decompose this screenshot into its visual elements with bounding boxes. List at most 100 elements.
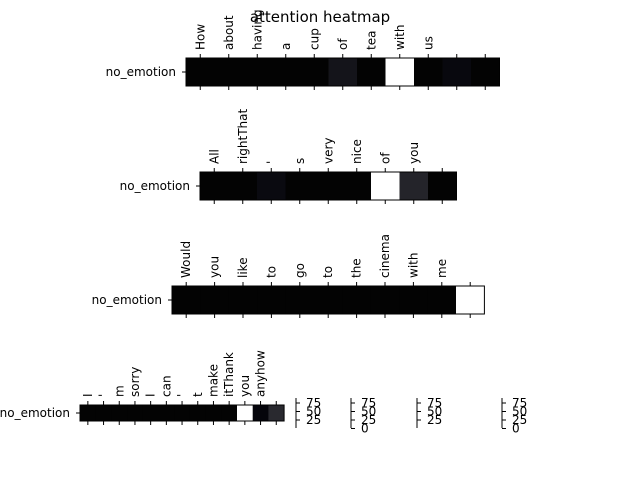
heatmap-cell <box>357 58 386 86</box>
heatmap-cell <box>371 172 400 200</box>
chart-title: attention heatmap <box>250 8 390 26</box>
heatmap-cell <box>399 286 428 314</box>
token-label: m <box>112 385 126 397</box>
heatmap-cell <box>95 405 112 421</box>
heatmap-panel-2: no_emotion All rightThat ' s very nice of you <box>120 109 457 204</box>
heatmap-cell <box>172 286 201 314</box>
heatmap-cell <box>342 172 372 200</box>
heatmap-cell <box>442 58 472 86</box>
colorbar-tick-label: 25 <box>306 413 321 427</box>
token-label: you <box>208 256 222 278</box>
heatmap-cell <box>314 286 343 314</box>
heatmap-cell <box>174 405 191 421</box>
token-label: rightThat <box>236 109 250 164</box>
token-label: can <box>159 375 173 397</box>
token-label: a <box>279 43 293 50</box>
heatmap-cell <box>158 405 175 421</box>
heatmap-cell <box>271 58 301 86</box>
row-label: no_emotion <box>106 65 176 79</box>
token-label: make <box>206 364 220 397</box>
colorbar-tick-label: 0 <box>512 422 520 436</box>
token-label: us <box>421 36 435 50</box>
heatmap-cell <box>186 58 215 86</box>
colorbar-tick-label: 25 <box>361 413 376 427</box>
token-label: to <box>321 266 335 278</box>
colorbar-tick-label: 50 <box>512 405 527 419</box>
heatmap-cell <box>189 405 206 421</box>
token-label: like <box>236 257 250 278</box>
heatmap-cell <box>257 286 286 314</box>
colorbar-tick-label: 75 <box>512 396 527 410</box>
token-label: to <box>264 266 278 278</box>
row-label: no_emotion <box>120 179 190 193</box>
heatmap-cell <box>111 405 128 421</box>
token-label: with <box>406 253 420 278</box>
heatmap-panel-1: no_emotion How about having a cup of tea with us <box>106 9 500 90</box>
token-label: Would <box>179 241 193 278</box>
heatmap-cell <box>243 58 272 86</box>
heatmap-cell <box>268 405 285 421</box>
token-label: about <box>222 15 236 50</box>
heatmap-cell <box>142 405 159 421</box>
token-label: the <box>350 258 364 278</box>
heatmap-cell <box>200 172 229 200</box>
heatmap-panel-3: no_emotion Would you like to go to the cinema wit… <box>92 234 485 318</box>
colorbar-tick-label: 75 <box>361 396 376 410</box>
token-label: sorry <box>128 367 142 397</box>
colorbar-tick-label: 25 <box>427 413 442 427</box>
heatmap-cell <box>428 172 457 200</box>
token-label: ' <box>264 161 278 164</box>
token-label: anyhow <box>254 350 268 397</box>
token-label: you <box>238 375 252 397</box>
heatmap-cell <box>214 58 244 86</box>
heatmap-cell <box>328 58 358 86</box>
heatmap-cell <box>228 172 258 200</box>
colorbar-tick-label: 25 <box>512 413 527 427</box>
heatmap-cell <box>252 405 269 421</box>
row-label: no_emotion <box>92 293 162 307</box>
token-label: having <box>250 9 264 50</box>
token-label: me <box>435 259 449 278</box>
colorbar-tick-label: 50 <box>361 405 376 419</box>
token-label: of <box>336 38 350 50</box>
heatmap-cell <box>414 58 443 86</box>
token-label: cinema <box>378 234 392 278</box>
heatmap-cell <box>427 286 457 314</box>
heatmap-cell <box>285 172 315 200</box>
token-label: itThank <box>222 352 236 397</box>
heatmap-cell <box>285 286 315 314</box>
heatmap-cell <box>300 58 329 86</box>
colorbar-tick-label: 50 <box>306 405 321 419</box>
heatmap-cell <box>471 58 500 86</box>
token-label: How <box>193 24 207 50</box>
token-label: I <box>144 393 158 397</box>
colorbar-tick-label: 50 <box>427 405 442 419</box>
heatmap-cell <box>237 405 254 421</box>
heatmap-cell <box>205 405 222 421</box>
token-label: nice <box>350 139 364 164</box>
heatmap-cell <box>456 286 485 314</box>
token-label: ' <box>97 394 111 397</box>
token-label: of <box>378 152 392 164</box>
heatmap-cell <box>80 405 97 421</box>
heatmap-cell <box>200 286 230 314</box>
heatmap-cell <box>385 58 415 86</box>
heatmap-cell <box>342 286 372 314</box>
colorbar-tick-label: 75 <box>427 396 442 410</box>
token-label: with <box>393 25 407 50</box>
token-label: tea <box>364 31 378 50</box>
heatmap-cell <box>221 405 238 421</box>
row-label: no_emotion <box>0 406 70 420</box>
token-label: cup <box>307 28 321 50</box>
token-label: t <box>191 392 205 397</box>
colorbar-tick-label: 0 <box>361 422 369 436</box>
heatmap-cell <box>257 172 286 200</box>
heatmap-cell <box>127 405 144 421</box>
